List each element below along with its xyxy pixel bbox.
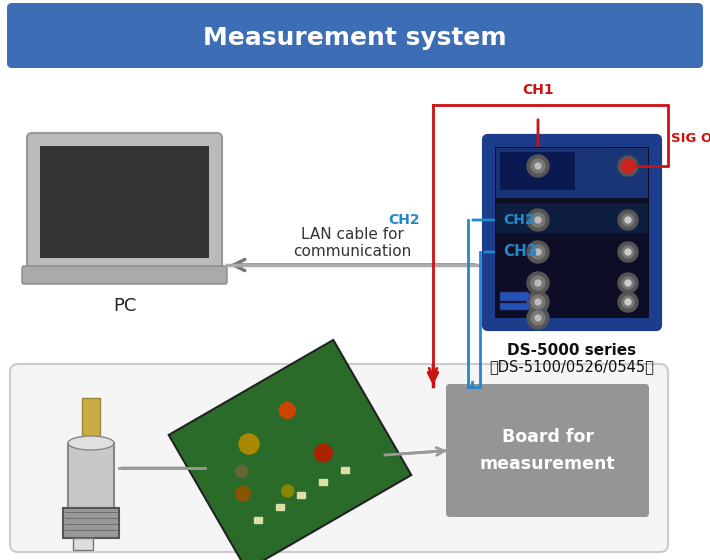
Circle shape [527, 291, 549, 313]
FancyBboxPatch shape [484, 136, 660, 329]
Circle shape [535, 163, 541, 169]
Bar [341, 466, 349, 473]
Bar [73, 538, 93, 550]
Ellipse shape [68, 436, 114, 450]
Circle shape [622, 160, 634, 172]
Text: Measurement system: Measurement system [203, 26, 507, 50]
Bar [496, 203, 648, 233]
Circle shape [622, 277, 634, 289]
Bar [275, 504, 284, 510]
Circle shape [527, 307, 549, 329]
Circle shape [625, 163, 631, 169]
Circle shape [279, 402, 295, 418]
Circle shape [625, 280, 631, 286]
FancyBboxPatch shape [7, 3, 703, 68]
Circle shape [625, 217, 631, 223]
Bar [319, 479, 327, 485]
Circle shape [618, 210, 638, 230]
Bar [495, 147, 649, 318]
Circle shape [527, 155, 549, 177]
Text: SIG OUT: SIG OUT [671, 132, 710, 144]
FancyBboxPatch shape [22, 266, 227, 284]
Circle shape [618, 273, 638, 293]
FancyBboxPatch shape [10, 364, 668, 552]
Circle shape [535, 217, 541, 223]
Bar [500, 292, 528, 300]
Circle shape [531, 311, 545, 325]
Bar [297, 492, 305, 498]
Circle shape [531, 276, 545, 290]
Circle shape [531, 295, 545, 309]
Circle shape [622, 246, 634, 258]
Circle shape [618, 242, 638, 262]
Circle shape [531, 213, 545, 227]
Circle shape [535, 299, 541, 305]
Circle shape [527, 241, 549, 263]
Circle shape [315, 444, 332, 462]
Text: CH2: CH2 [503, 213, 535, 227]
Circle shape [618, 292, 638, 312]
Bar [68, 443, 114, 508]
Circle shape [621, 159, 635, 173]
Circle shape [535, 280, 541, 286]
Circle shape [236, 487, 250, 501]
Text: CH3: CH3 [503, 245, 537, 259]
Circle shape [527, 209, 549, 231]
Text: DS-5000 series: DS-5000 series [508, 343, 637, 358]
Text: CH2: CH2 [388, 213, 420, 227]
Bar [496, 148, 648, 198]
Bar [500, 152, 575, 190]
Bar [254, 517, 262, 522]
Circle shape [618, 156, 638, 176]
FancyBboxPatch shape [27, 133, 222, 271]
Circle shape [239, 434, 259, 454]
Bar [40, 146, 209, 258]
Circle shape [535, 315, 541, 321]
Text: Board for
measurement: Board for measurement [480, 428, 616, 473]
Circle shape [622, 296, 634, 308]
Text: （DS-5100/0526/0545）: （DS-5100/0526/0545） [490, 359, 655, 374]
Circle shape [531, 159, 545, 173]
Bar [82, 398, 100, 443]
Circle shape [625, 249, 631, 255]
Circle shape [282, 485, 294, 497]
Text: CH1: CH1 [522, 83, 554, 97]
Polygon shape [169, 340, 411, 560]
FancyBboxPatch shape [446, 384, 649, 517]
Text: LAN cable for
communication: LAN cable for communication [293, 227, 412, 259]
Circle shape [622, 214, 634, 226]
Circle shape [625, 299, 631, 305]
Circle shape [535, 249, 541, 255]
Circle shape [531, 245, 545, 259]
Circle shape [527, 272, 549, 294]
Bar [500, 303, 528, 309]
Text: PC: PC [113, 297, 136, 315]
Bar [63, 508, 119, 538]
Circle shape [236, 465, 248, 477]
